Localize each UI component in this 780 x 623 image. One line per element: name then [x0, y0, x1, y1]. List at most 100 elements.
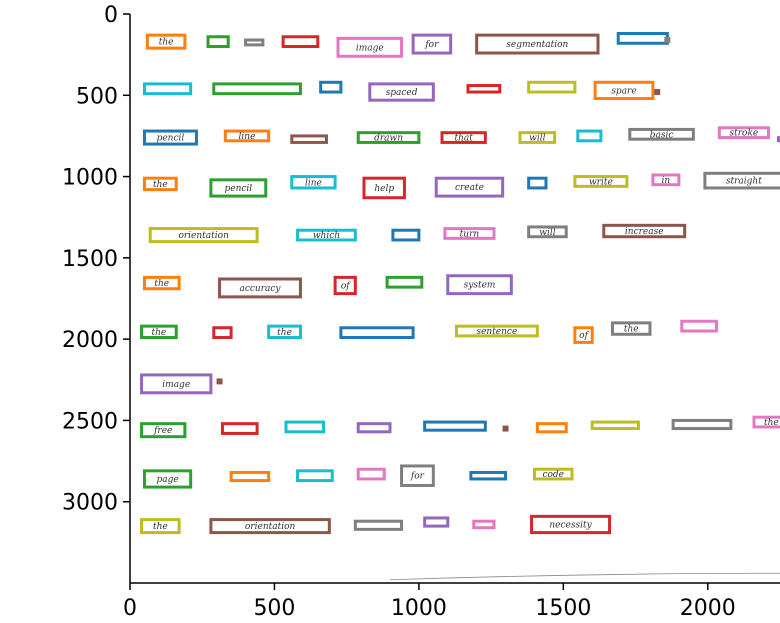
word-box: help	[362, 176, 406, 200]
word-box-label: help	[374, 184, 394, 194]
word-box-label: in	[662, 176, 671, 186]
word-box-rect	[356, 422, 392, 434]
word-box: spare	[593, 80, 655, 101]
word-box	[391, 228, 421, 242]
word-box: that	[440, 131, 487, 144]
word-box-rect	[391, 228, 421, 242]
word-box-label: increase	[625, 227, 664, 237]
word-box	[212, 326, 233, 340]
word-box-rect	[142, 82, 193, 96]
word-box-rect	[339, 326, 415, 340]
word-box: free	[140, 422, 187, 439]
word-box-rect	[717, 126, 770, 140]
word-box-label: spaced	[386, 88, 418, 98]
word-box-rect	[680, 319, 718, 333]
word-box-rect	[527, 80, 577, 94]
word-box-rect	[353, 519, 404, 531]
word-box-rect	[356, 131, 421, 144]
word-box-rect	[469, 470, 508, 481]
word-box-label: spare	[611, 86, 636, 96]
word-box: image	[336, 36, 404, 58]
x-tick-label: 1500	[535, 596, 591, 621]
word-box: necessity	[530, 514, 612, 535]
word-box-rect	[466, 84, 502, 94]
word-box: of	[333, 275, 357, 296]
word-box	[535, 422, 568, 434]
word-box: pencil	[142, 129, 198, 146]
word-box: straight	[703, 171, 780, 190]
point-marker	[777, 136, 780, 143]
word-box-label: the	[152, 328, 167, 338]
word-box	[284, 420, 326, 434]
word-box: accuracy	[218, 277, 302, 299]
word-box: will	[527, 225, 568, 239]
x-axis-ticks: 0 500 1000 1500 2000	[123, 583, 736, 621]
word-box: orientation	[148, 227, 259, 244]
word-box-rect	[385, 275, 424, 289]
word-box-rect	[443, 227, 496, 240]
y-tick-label: 1000	[62, 166, 118, 191]
word-box-label: of	[579, 331, 589, 341]
document-page	[130, 14, 780, 583]
word-box-rect	[223, 129, 271, 143]
word-box: the	[140, 324, 178, 340]
word-box-label: orientation	[245, 522, 296, 532]
word-box	[244, 38, 265, 47]
word-box	[339, 326, 415, 340]
word-box-label: pencil	[224, 184, 252, 194]
word-box-rect	[142, 129, 198, 146]
word-box-rect	[140, 324, 178, 340]
word-box: system	[446, 274, 513, 296]
word-box-rect	[527, 176, 548, 190]
word-box-label: the	[154, 279, 169, 289]
word-box-rect	[411, 33, 453, 55]
page-bottom-curl	[389, 572, 780, 581]
page-image	[130, 14, 780, 583]
word-box-label: orientation	[178, 231, 229, 241]
word-box-rect	[284, 420, 326, 434]
word-box-label: line	[305, 178, 322, 188]
word-box	[423, 516, 450, 528]
word-box-label: free	[153, 426, 172, 436]
point-marker	[502, 425, 509, 432]
word-box-label: the	[159, 38, 174, 48]
word-box-label: of	[341, 281, 351, 291]
word-box-rect	[590, 420, 640, 431]
word-boxes: the image for segmentation spaced spare pencil…	[140, 32, 780, 535]
word-box-label: stroke	[730, 129, 759, 139]
word-box-label: the	[624, 325, 639, 335]
word-box-rect	[576, 129, 603, 143]
word-box-rect	[145, 33, 187, 50]
word-box: page	[142, 469, 193, 489]
y-tick-label: 2500	[62, 409, 118, 434]
word-box	[142, 82, 193, 96]
point-markers	[216, 37, 780, 432]
word-box	[281, 35, 320, 49]
word-box-label: basic	[650, 130, 674, 140]
word-box-rect	[434, 176, 505, 198]
word-box: sentence	[454, 324, 539, 338]
word-box-rect	[446, 274, 513, 296]
y-tick-label: 2000	[62, 328, 118, 353]
point-marker	[654, 89, 661, 96]
word-box-label: that	[454, 134, 473, 144]
word-box-rect	[602, 223, 687, 239]
word-box-rect	[356, 467, 386, 481]
word-box-label: image	[356, 43, 384, 53]
word-box	[290, 134, 328, 144]
word-box	[472, 519, 496, 530]
word-box-rect	[281, 35, 320, 49]
word-box	[527, 80, 577, 94]
point-marker	[216, 378, 223, 385]
word-box-rect	[140, 422, 187, 439]
word-box-label: accuracy	[239, 284, 281, 294]
word-box	[469, 470, 508, 481]
word-box-label: the	[153, 180, 168, 190]
word-box-rect	[296, 469, 334, 483]
x-tick-label: 2000	[680, 596, 736, 621]
y-tick-label: 0	[104, 3, 118, 28]
word-box	[680, 319, 718, 333]
word-box: the	[610, 321, 652, 336]
word-box-rect	[532, 467, 574, 481]
word-box	[229, 470, 271, 483]
